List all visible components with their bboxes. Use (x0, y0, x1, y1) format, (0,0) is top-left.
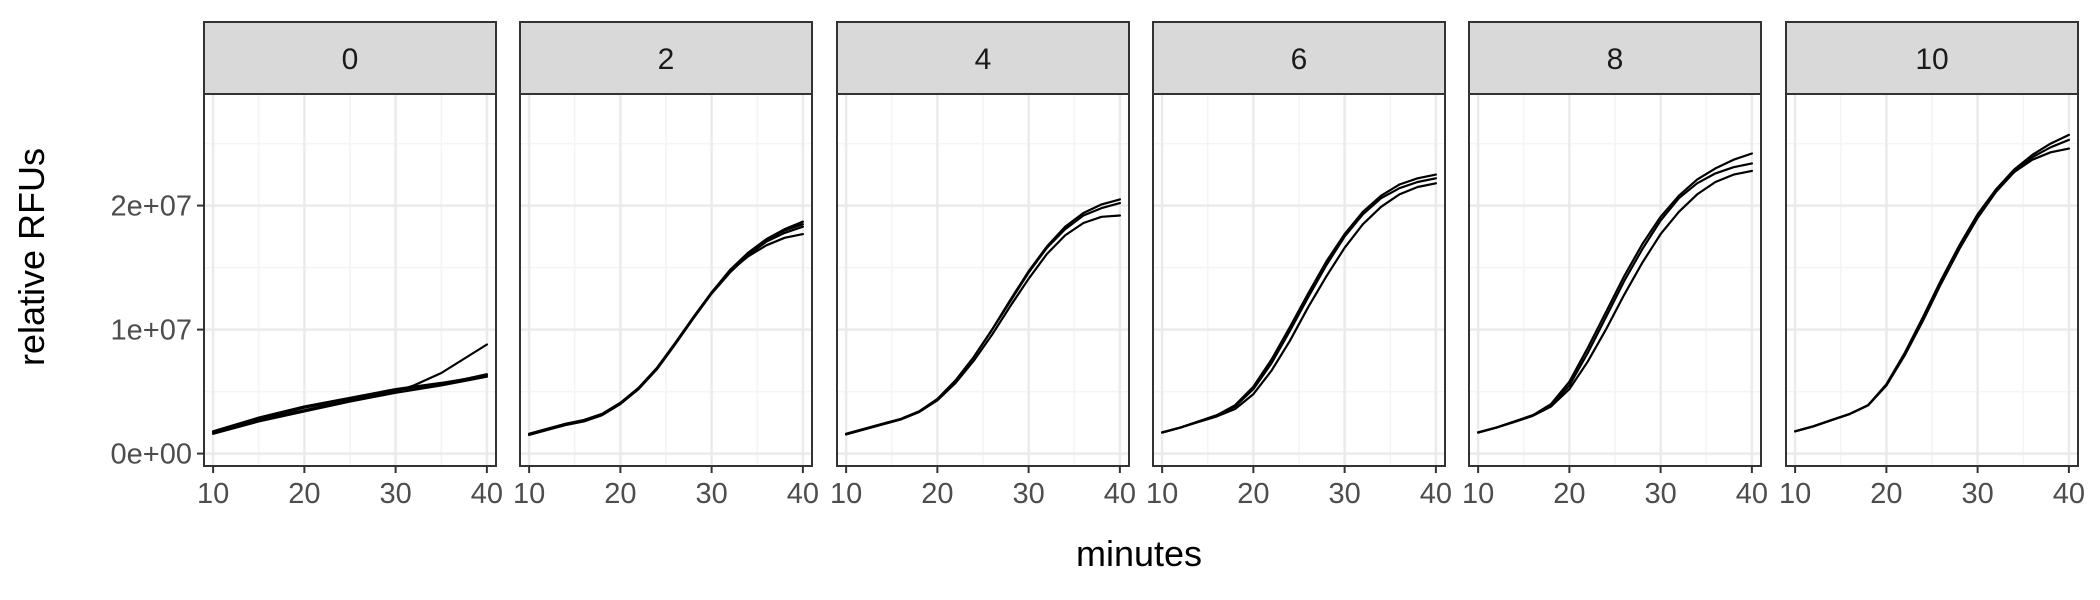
facet-strip (203, 21, 497, 95)
x-tick-label: 10 (830, 478, 862, 510)
facet-panel-8: 8 10 20 30 40 (1462, 21, 1768, 510)
facet-panel-4: 4 10 20 30 40 (830, 21, 1136, 510)
facet-panel-2: 2 10 20 30 40 (513, 21, 819, 510)
x-tick-label: 30 (1961, 478, 1993, 510)
x-tick-label: 40 (471, 478, 503, 510)
facet-panel-6: 6 10 20 30 40 (1146, 21, 1452, 510)
x-tick-label: 30 (1328, 478, 1360, 510)
series-line (528, 223, 804, 435)
panel-border (1152, 93, 1446, 467)
panel-border (203, 93, 497, 467)
x-tick-label: 40 (1104, 478, 1136, 510)
facet-strip-label: 2 (658, 43, 675, 76)
x-axis-title: minutes (1076, 533, 1202, 574)
panel-border (1785, 93, 2079, 467)
series-line (212, 375, 488, 435)
x-tick-label: 40 (787, 478, 819, 510)
x-tick-label: 40 (2053, 478, 2085, 510)
x-tick-label: 30 (1644, 478, 1676, 510)
x-tick-label: 10 (513, 478, 545, 510)
panel-border (836, 93, 1130, 467)
x-tick-label: 40 (1736, 478, 1768, 510)
x-tick-label: 10 (1779, 478, 1811, 510)
series-line (212, 374, 488, 433)
x-tick-label: 30 (695, 478, 727, 510)
x-tick-label: 20 (1870, 478, 1902, 510)
facet-strip-label: 6 (1291, 43, 1308, 76)
x-tick-label: 20 (288, 478, 320, 510)
series-line (1477, 169, 1753, 434)
facet-panel-10: 10 10 20 30 40 (1779, 21, 2085, 510)
series-line (1794, 147, 2070, 433)
x-tick-label: 10 (1146, 478, 1178, 510)
facet-strip (1468, 21, 1762, 95)
x-tick-label: 20 (1553, 478, 1585, 510)
facet-strip-label: 8 (1607, 43, 1624, 76)
x-tick-label: 10 (1462, 478, 1494, 510)
panel-border (1468, 93, 1762, 467)
series-line (1161, 182, 1437, 434)
facet-strip (836, 21, 1130, 95)
x-tick-label: 40 (1420, 478, 1452, 510)
y-tick-label: 1e+07 (111, 315, 192, 347)
y-axis-title: relative RFUs (11, 148, 52, 366)
x-tick-label: 10 (197, 478, 229, 510)
facet-strip-label: 0 (342, 43, 359, 76)
panel-border (519, 93, 813, 467)
facet-strip (519, 21, 813, 95)
facet-panels: 0 10 20 30 40 0e+00 1e+07 2e+07 2 10 20 30 40 4 10 20 30… (111, 21, 2085, 510)
facet-strip-label: 4 (975, 43, 992, 76)
y-tick-label: 2e+07 (111, 191, 192, 223)
facet-panel-0: 0 10 20 30 40 0e+00 1e+07 2e+07 (111, 21, 503, 510)
series-line (212, 373, 488, 433)
facet-strip (1152, 21, 1446, 95)
x-tick-label: 20 (921, 478, 953, 510)
series-line (212, 343, 488, 434)
y-tick-label: 0e+00 (111, 439, 192, 471)
x-tick-label: 20 (1237, 478, 1269, 510)
facet-strip-label: 10 (1915, 43, 1948, 76)
x-tick-label: 30 (1012, 478, 1044, 510)
series-line (845, 214, 1121, 436)
x-tick-label: 30 (379, 478, 411, 510)
x-tick-label: 20 (604, 478, 636, 510)
